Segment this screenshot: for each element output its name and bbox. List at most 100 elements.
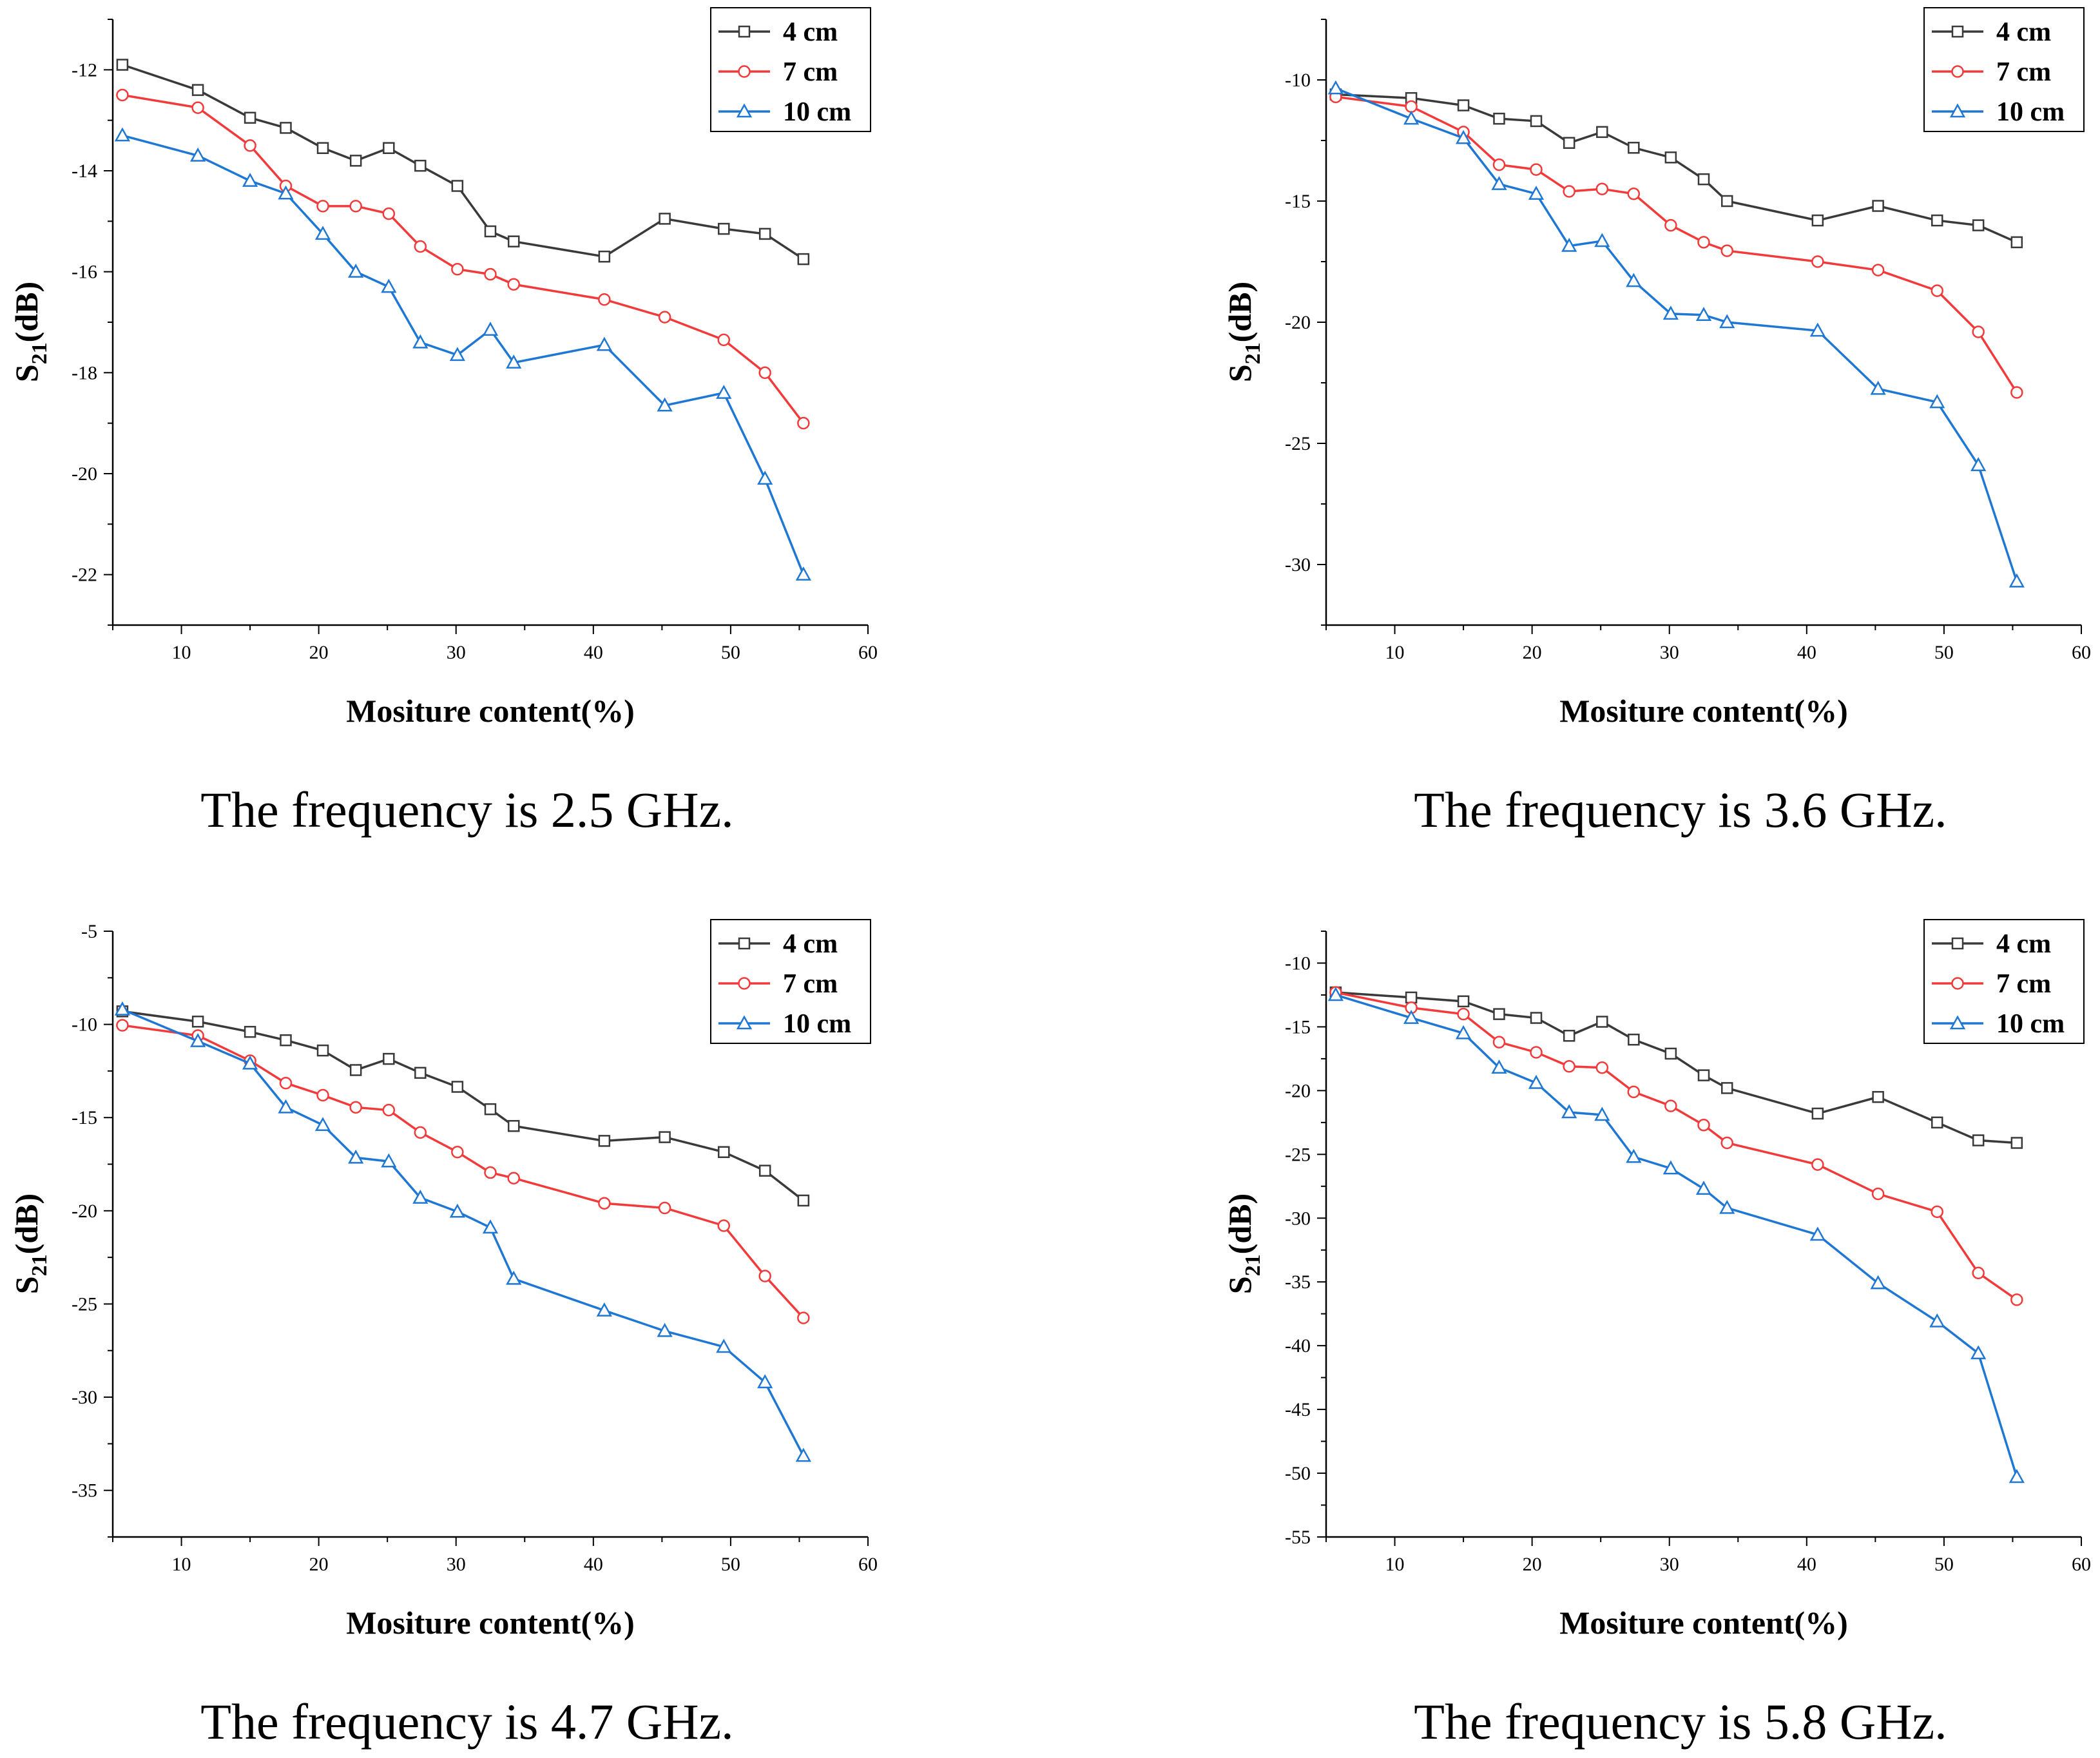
data-point	[1530, 163, 1543, 176]
data-point	[1455, 130, 1472, 144]
data-point	[1594, 233, 1610, 247]
data-point	[1455, 1025, 1472, 1039]
series-line	[1335, 87, 2018, 582]
data-point	[757, 470, 773, 485]
data-point	[1626, 1148, 1642, 1163]
data-point	[484, 1166, 497, 1179]
data-point	[507, 1172, 520, 1184]
data-point	[1695, 307, 1712, 321]
data-point	[1970, 1345, 1987, 1360]
data-point	[507, 278, 520, 291]
data-point	[1695, 1181, 1712, 1195]
data-point	[1457, 99, 1470, 111]
data-point	[349, 1101, 362, 1114]
data-point	[316, 142, 329, 154]
x-tick-label: 60	[2072, 642, 2091, 663]
data-point	[349, 155, 362, 167]
x-tick-label: 30	[447, 1554, 466, 1575]
y-tick-label: -35	[1285, 1271, 1311, 1293]
y-tick-label: -25	[1285, 1144, 1311, 1165]
data-point	[1870, 380, 1886, 395]
data-point	[316, 1088, 329, 1102]
y-tick-label: -55	[1285, 1527, 1311, 1548]
data-point	[758, 366, 771, 380]
data-point	[1596, 126, 1608, 139]
y-tick-label: -30	[72, 1387, 97, 1408]
data-point	[598, 1135, 611, 1147]
data-point	[2008, 1469, 2025, 1483]
data-point	[1563, 185, 1575, 198]
y-axis-label: S21(dB)	[1222, 1193, 1265, 1294]
data-point	[382, 207, 396, 220]
series-line	[122, 93, 805, 424]
data-point	[414, 240, 427, 253]
y-tick-label: -35	[72, 1480, 97, 1502]
data-point	[1972, 325, 1985, 338]
x-axis-label: Mositure content(%)	[1559, 693, 1848, 729]
data-point	[116, 88, 129, 102]
data-point	[1811, 1107, 1824, 1120]
y-tick-label: -10	[72, 1014, 97, 1036]
data-point	[1972, 219, 1985, 231]
panel-caption: The frequency is 2.5 GHz.	[200, 782, 733, 838]
legend-entry: 7 cm	[1996, 57, 2051, 87]
data-point	[1870, 1275, 1886, 1290]
x-tick-label: 40	[584, 642, 603, 663]
data-point	[280, 122, 292, 134]
legend-swatch-marker	[738, 937, 751, 950]
data-point	[314, 1117, 331, 1132]
data-point	[1719, 314, 1735, 329]
data-point	[718, 222, 730, 235]
data-point	[244, 111, 256, 124]
y-tick-label: -15	[1285, 191, 1311, 212]
legend-entry: 4 cm	[783, 929, 838, 959]
x-tick-label: 20	[1523, 1554, 1542, 1575]
y-axis-label-subscript: 21	[1241, 342, 1265, 364]
legend-swatch-marker	[1951, 937, 1964, 950]
legend: 4 cm 7 cm 10 cm	[1923, 919, 2085, 1044]
legend-entry: 4 cm	[1996, 929, 2051, 959]
data-point	[114, 127, 131, 142]
y-tick-label: -25	[72, 1293, 97, 1315]
data-point	[1697, 1069, 1710, 1081]
x-tick-label: 30	[1660, 1554, 1679, 1575]
y-axis-label-subscript: 21	[28, 342, 52, 364]
data-point	[1972, 1134, 1985, 1146]
data-point	[348, 1149, 364, 1164]
legend-entry: 10 cm	[783, 97, 851, 127]
data-point	[383, 142, 395, 154]
y-axis-label-main: S	[1222, 364, 1258, 382]
y-axis-label-subscript: 21	[1241, 1254, 1265, 1276]
data-point	[659, 213, 671, 225]
legend-swatch-marker	[1949, 103, 1966, 118]
y-axis-label-main: S	[1222, 1276, 1258, 1294]
data-point	[244, 1025, 256, 1038]
series-10-cm	[114, 1001, 811, 1462]
data-point	[484, 267, 497, 281]
data-point	[482, 322, 499, 336]
data-point	[1492, 1036, 1506, 1048]
data-point	[349, 1064, 362, 1076]
x-tick-label: 50	[1934, 1554, 1954, 1575]
data-point	[1528, 1074, 1545, 1089]
data-point	[598, 250, 611, 263]
legend-swatch-marker	[738, 977, 751, 990]
y-tick-label: -40	[1285, 1335, 1311, 1357]
data-point	[484, 225, 497, 238]
data-point	[1929, 1313, 1945, 1328]
data-point	[116, 59, 129, 71]
data-point	[795, 566, 811, 581]
series-line	[122, 63, 804, 260]
y-tick-label: -50	[1285, 1463, 1311, 1484]
data-point	[1491, 176, 1507, 190]
x-tick-label: 50	[721, 642, 740, 663]
data-point	[596, 336, 612, 351]
y-tick-label: -30	[1285, 1208, 1311, 1229]
data-point	[1662, 1160, 1679, 1175]
data-point	[1811, 1158, 1824, 1171]
legend: 4 cm 7 cm 10 cm	[710, 7, 871, 132]
y-axis-label: S21(dB)	[8, 282, 52, 382]
data-point	[506, 354, 522, 369]
x-tick-label: 40	[584, 1554, 603, 1575]
data-point	[1627, 187, 1641, 200]
